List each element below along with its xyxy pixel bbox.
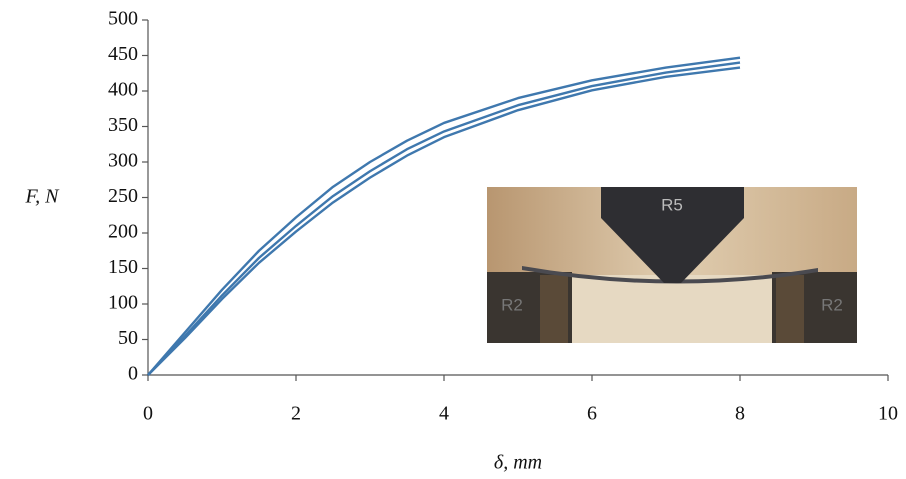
y-tick-label: 250: [108, 185, 138, 207]
x-tick-label: 4: [439, 403, 449, 425]
inset-label: R2: [821, 295, 843, 314]
y-tick-label: 300: [108, 150, 138, 172]
y-tick-label: 0: [128, 363, 138, 385]
y-tick-label: 450: [108, 43, 138, 65]
y-tick-label: 400: [108, 79, 138, 101]
x-axis-label: δ, mm: [494, 452, 542, 474]
inset-label: R5: [661, 195, 683, 214]
y-tick-label: 100: [108, 292, 138, 314]
x-tick-label: 2: [291, 403, 301, 425]
y-tick-label: 50: [118, 327, 138, 349]
y-tick-label: 500: [108, 8, 138, 30]
inset-photo: R5 R2 R2: [487, 187, 857, 343]
x-tick-label: 6: [587, 403, 597, 425]
chart: R5 R2 R2 F, N δ, mm 05010015020025030035…: [0, 0, 906, 479]
x-tick-label: 0: [143, 403, 153, 425]
y-axis-label: F, N: [25, 186, 61, 208]
x-tick-label: 10: [878, 403, 898, 425]
y-tick-label: 350: [108, 114, 138, 136]
y-tick-label: 150: [108, 256, 138, 278]
y-tick-label: 200: [108, 221, 138, 243]
x-tick-label: 8: [735, 403, 745, 425]
inset-label: R2: [501, 295, 523, 314]
